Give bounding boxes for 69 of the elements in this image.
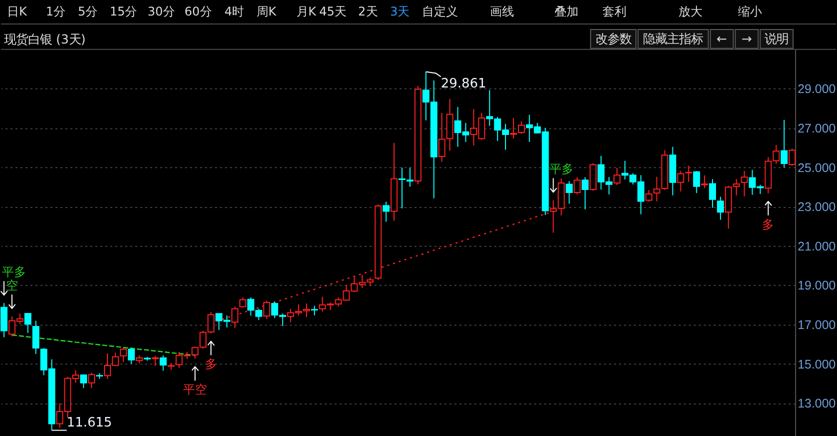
y-tick-label: 29.000	[798, 82, 836, 96]
candlestick	[677, 170, 684, 192]
text: 缩小	[738, 4, 762, 18]
text: 2天	[358, 4, 378, 18]
y-tick-label: 25.000	[798, 160, 836, 175]
annotation: 29.861	[440, 76, 486, 92]
annotation: 平多	[2, 265, 26, 280]
candlestick	[740, 170, 748, 197]
y-tick-label: 23.000	[798, 200, 836, 214]
candlestick	[701, 174, 708, 189]
text: 月K	[296, 4, 318, 18]
text: 4时	[224, 4, 244, 18]
annotation: 空	[6, 278, 18, 292]
text: 日K	[6, 4, 28, 18]
candlestick	[788, 148, 796, 166]
candlestick	[0, 302, 8, 338]
annotation: 平多	[549, 162, 574, 176]
text: 周K	[256, 4, 278, 18]
text: 说明	[764, 30, 789, 46]
candlestick	[613, 167, 620, 186]
candlestick	[645, 190, 652, 202]
text: 5分	[78, 4, 98, 18]
annotation: 多	[762, 217, 774, 232]
candlestick	[716, 196, 724, 220]
text: 15分	[110, 4, 137, 18]
candlestick	[32, 320, 40, 354]
candlestick	[685, 165, 692, 182]
candlestick	[128, 348, 135, 364]
y-tick-label: 17.000	[798, 318, 836, 332]
candlestick	[303, 302, 310, 318]
text: 放大	[678, 4, 702, 18]
candlestick	[574, 176, 581, 195]
candlestick	[24, 312, 32, 334]
y-tick-label: 13.000	[798, 396, 836, 411]
text: 叠加	[554, 4, 579, 18]
candlestick	[239, 296, 246, 308]
annotation: 11.615	[66, 415, 112, 430]
candlestick	[160, 354, 167, 372]
candlestick	[382, 201, 390, 222]
text: 画线	[490, 4, 514, 18]
y-tick-label: 15.000	[798, 357, 836, 372]
candlestick	[310, 305, 318, 316]
text: 改参数	[595, 30, 632, 46]
candlestick	[709, 178, 716, 208]
text: 1分	[46, 4, 66, 18]
y-tick-label: 21.000	[798, 239, 836, 254]
candlestick	[88, 372, 96, 388]
candlestick	[566, 180, 573, 204]
text: 套利	[602, 4, 627, 18]
text: 隐藏主指标	[643, 30, 704, 46]
candlestick	[693, 170, 700, 194]
y-tick-label: 19.000	[798, 278, 836, 293]
candlestick	[582, 176, 589, 210]
text: 自定义	[422, 4, 458, 18]
y-tick-label: 27.000	[798, 121, 836, 136]
text: 3天	[390, 4, 410, 18]
annotation: 平空	[183, 382, 208, 397]
candlestick	[80, 374, 88, 388]
text: 60分	[184, 4, 212, 18]
text: 30分	[148, 4, 175, 18]
text: ←	[716, 30, 727, 46]
text: →	[741, 30, 752, 46]
candlestick	[510, 117, 517, 140]
candlestick	[518, 120, 525, 134]
text: 45天	[319, 4, 346, 18]
candlestick	[780, 119, 788, 168]
chart-title: 现货白银 (3天)	[4, 31, 86, 46]
annotation: 多	[204, 357, 217, 372]
candlestick	[263, 300, 270, 320]
